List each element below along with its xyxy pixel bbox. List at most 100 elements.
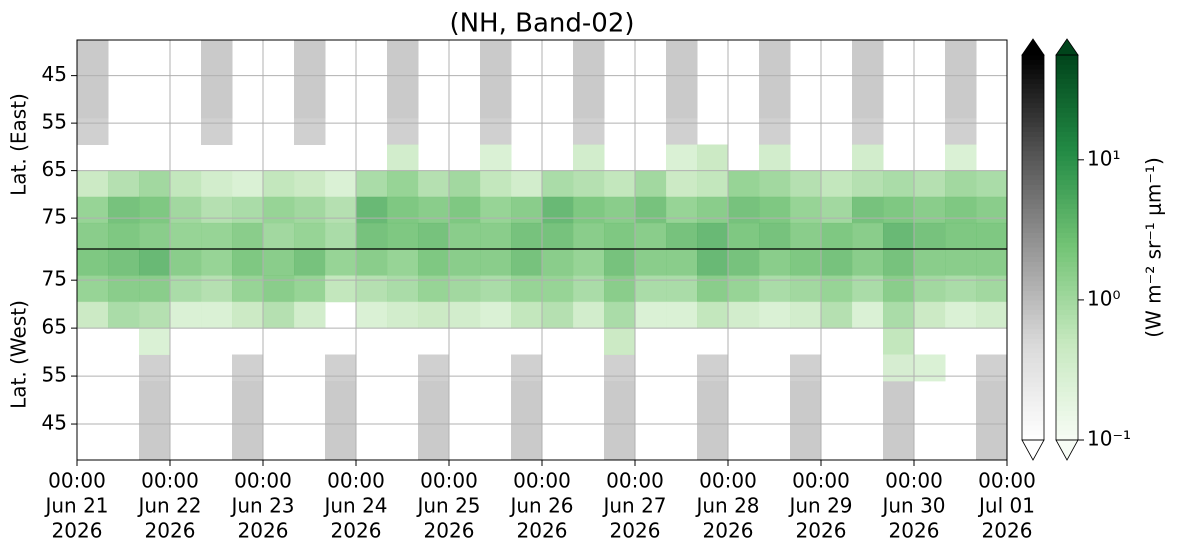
colorbar-segment <box>1022 430 1044 436</box>
colorbar-segment <box>1056 406 1078 412</box>
heatmap-cell <box>387 118 419 145</box>
colorbar-segment <box>1056 338 1078 345</box>
heatmap-cell <box>697 407 729 435</box>
colorbar-segment <box>1056 98 1078 104</box>
heatmap-cell <box>821 196 853 224</box>
heatmap-cell <box>294 196 326 224</box>
heatmap-cell <box>945 170 977 198</box>
colorbar-segment <box>1056 189 1078 196</box>
heatmap-cell <box>263 222 295 250</box>
colorbar-segment <box>1022 425 1044 431</box>
heatmap-cell <box>573 249 605 276</box>
colorbar-segment <box>1056 136 1078 143</box>
heatmap-cell <box>976 380 1008 408</box>
heatmap-cell <box>201 118 233 145</box>
heatmap-cell <box>232 275 264 303</box>
colorbar-segment <box>1022 343 1044 350</box>
heatmap-cell <box>77 196 109 224</box>
heatmap-cell <box>945 66 977 93</box>
colorbar-segment <box>1056 228 1078 234</box>
heatmap-cell <box>790 170 822 198</box>
colorbar-tick-label: 10⁻¹ <box>1087 427 1131 451</box>
heatmap-cell <box>294 118 326 145</box>
colorbar-segment <box>1056 242 1078 249</box>
heatmap-cell <box>728 275 760 303</box>
heatmap-cell <box>108 170 140 198</box>
colorbar-segment <box>1022 324 1044 330</box>
heatmap-cell <box>945 144 977 172</box>
heatmap-cell <box>449 222 481 250</box>
colorbar-segment <box>1022 377 1044 383</box>
colorbar-segment <box>1056 146 1078 152</box>
heatmap-cell <box>976 275 1008 303</box>
heatmap-cell <box>728 196 760 224</box>
heatmap-cell <box>356 275 388 303</box>
y-tick-label: 75 <box>42 205 67 229</box>
colorbar-segment <box>1022 98 1044 104</box>
colorbar-segment <box>1022 338 1044 345</box>
heatmap-cell <box>511 301 543 329</box>
heatmap-cell <box>883 328 915 355</box>
heatmap-cell <box>945 301 977 329</box>
heatmap-cell <box>976 249 1008 276</box>
y-tick-label: 75 <box>42 267 67 291</box>
heatmap-cell <box>418 301 450 329</box>
colorbar-segment <box>1056 175 1078 181</box>
heatmap-cell <box>325 407 357 435</box>
heatmap-cell <box>697 380 729 408</box>
heatmap-cell <box>263 196 295 224</box>
colorbar-segment <box>1022 79 1044 85</box>
heatmap-cell <box>201 40 233 67</box>
heatmap-cell <box>139 222 171 250</box>
heatmap-cell <box>139 301 171 329</box>
heatmap-cell <box>170 170 202 198</box>
colorbar-segment <box>1022 281 1044 287</box>
heatmap-cell <box>480 144 512 172</box>
heatmap-cell <box>356 170 388 198</box>
heatmap-cell <box>387 40 419 67</box>
heatmap-cell <box>945 222 977 250</box>
x-tick-label: Jun 26 <box>508 494 573 518</box>
heatmap-cell <box>852 301 884 329</box>
heatmap-cell <box>139 170 171 198</box>
heatmap-cell <box>666 66 698 93</box>
heatmap-cell <box>852 144 884 172</box>
heatmap-cell <box>449 301 481 329</box>
x-tick-label: 00:00 <box>699 469 757 493</box>
colorbar-segment <box>1022 136 1044 143</box>
heatmap-cell <box>232 301 264 329</box>
heatmap-cell <box>883 407 915 435</box>
heatmap-cell <box>77 118 109 145</box>
colorbar-segment <box>1056 276 1078 282</box>
heatmap-cell <box>387 275 419 303</box>
heatmap-cell <box>232 170 264 198</box>
heatmap-cell <box>77 40 109 67</box>
heatmap-cell <box>139 249 171 276</box>
colorbar-segment <box>1022 396 1044 403</box>
heatmap-cell <box>573 301 605 329</box>
y-tick-label: 55 <box>42 110 67 134</box>
x-tick-label: 2026 <box>145 519 196 543</box>
x-tick-label: Jun 24 <box>322 494 387 518</box>
y-axis-label: Lat. (East) <box>7 93 31 196</box>
colorbar-segment <box>1056 156 1078 162</box>
heatmap-cell <box>418 433 450 461</box>
colorbar-segment <box>1056 286 1078 292</box>
heatmap-cell <box>883 196 915 224</box>
heatmap-cell <box>883 354 915 382</box>
heatmap-cell <box>108 196 140 224</box>
heatmap-cell <box>604 249 636 276</box>
colorbar-segment <box>1056 184 1078 191</box>
heatmap-cell <box>387 301 419 329</box>
heatmap-cell <box>976 222 1008 250</box>
heatmap-cell <box>77 275 109 303</box>
colorbar-segment <box>1022 367 1044 374</box>
colorbar-segment <box>1022 300 1044 306</box>
colorbar-segment <box>1022 223 1044 229</box>
heatmap-cell <box>883 275 915 303</box>
heatmap-cell <box>418 354 450 382</box>
colorbar-segment <box>1056 430 1078 436</box>
heatmap-cell <box>294 301 326 329</box>
heatmap-cell <box>976 170 1008 198</box>
heatmap-cell <box>77 301 109 329</box>
